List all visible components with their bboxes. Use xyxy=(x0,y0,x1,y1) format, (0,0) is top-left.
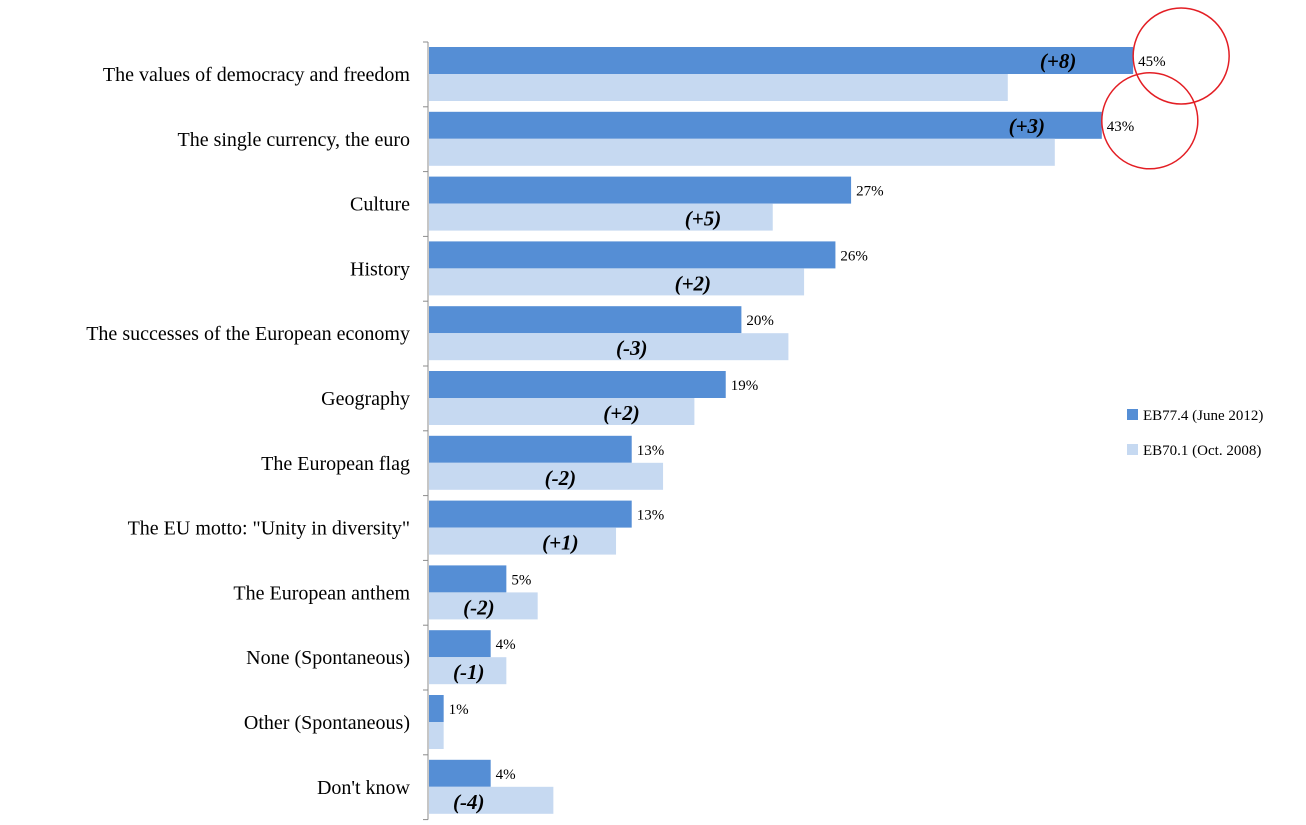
bar-2008-culture xyxy=(429,203,773,231)
category-label: The values of democracy and freedom xyxy=(103,64,411,86)
category-label: History xyxy=(350,258,410,280)
highlight-circle xyxy=(1132,7,1230,105)
category-label: The successes of the European economy xyxy=(86,323,410,345)
change-label: (+3) xyxy=(1009,114,1045,138)
highlight-circle xyxy=(1101,72,1199,170)
category-label: Other (Spontaneous) xyxy=(244,712,410,734)
bar-2012-the-european-anthem xyxy=(429,565,507,593)
bar-2008-the-eu-motto-unity-in-diversity xyxy=(429,527,617,555)
change-label: (-2) xyxy=(545,466,576,490)
legend: EB77.4 (June 2012) EB70.1 (Oct. 2008) xyxy=(1127,408,1263,459)
change-label: (-3) xyxy=(616,336,647,360)
bar-2012-the-european-flag xyxy=(429,435,632,463)
value-label: 4% xyxy=(496,637,516,653)
category-label: Geography xyxy=(321,388,410,410)
change-label: (+2) xyxy=(603,401,639,425)
legend-label: EB77.4 (June 2012) xyxy=(1143,408,1263,424)
highlight-layer xyxy=(1101,7,1230,170)
value-label: 27% xyxy=(856,184,884,200)
category-label: The European anthem xyxy=(233,582,410,604)
bar-2012-the-values-of-democracy-and-freedom xyxy=(429,47,1134,74)
bar-2008-none-spontaneous xyxy=(429,657,507,685)
value-label: 4% xyxy=(496,767,516,783)
bar-2012-none-spontaneous xyxy=(429,630,491,658)
bar-2008-history xyxy=(429,268,805,296)
bar-2012-don-t-know xyxy=(429,759,491,787)
bar-2008-geography xyxy=(429,398,695,425)
bar-2012-history xyxy=(429,241,836,269)
bar-2008-the-single-currency-the-euro xyxy=(429,138,1055,166)
category-axis xyxy=(423,41,429,821)
bar-2008-other-spontaneous xyxy=(429,722,444,749)
bar-2012-the-successes-of-the-european-economy xyxy=(429,306,742,334)
category-label: The EU motto: "Unity in diversity" xyxy=(128,518,410,540)
change-label: (-4) xyxy=(453,790,484,814)
change-label: (+5) xyxy=(685,207,721,231)
bar-2012-geography xyxy=(429,371,726,398)
bars-layer xyxy=(429,47,1134,814)
bar-2008-the-european-anthem xyxy=(429,592,538,620)
legend-label: EB70.1 (Oct. 2008) xyxy=(1143,443,1261,459)
category-label: The European flag xyxy=(261,453,410,475)
value-label: 1% xyxy=(449,702,469,718)
bar-2012-culture xyxy=(429,176,852,204)
value-label: 43% xyxy=(1107,119,1135,135)
category-label: The single currency, the euro xyxy=(178,129,411,151)
bar-2008-the-european-flag xyxy=(429,462,664,490)
change-label: (+1) xyxy=(542,531,578,555)
category-label: Culture xyxy=(350,194,410,216)
change-label: (+2) xyxy=(675,271,711,295)
value-label: 26% xyxy=(840,248,868,264)
change-label: (-1) xyxy=(453,660,484,684)
bar-2008-the-successes-of-the-european-economy xyxy=(429,333,789,361)
value-label: 13% xyxy=(637,508,665,524)
value-label: 5% xyxy=(511,572,531,588)
labels-layer: The values of democracy and freedom 45% (+… xyxy=(86,49,1165,814)
change-label: (-2) xyxy=(463,595,494,619)
value-label: 19% xyxy=(731,378,759,394)
value-label: 20% xyxy=(746,313,774,329)
bar-2008-the-values-of-democracy-and-freedom xyxy=(429,74,1008,101)
value-label: 13% xyxy=(637,443,665,459)
bar-2012-the-eu-motto-unity-in-diversity xyxy=(429,500,632,528)
bar-2008-don-t-know xyxy=(429,786,554,814)
category-label: Don't know xyxy=(317,777,411,799)
legend-swatch xyxy=(1127,409,1138,420)
category-label: None (Spontaneous) xyxy=(246,647,410,669)
bar-2012-the-single-currency-the-euro xyxy=(429,111,1102,139)
bar-2012-other-spontaneous xyxy=(429,695,444,722)
value-label: 45% xyxy=(1138,54,1166,70)
change-label: (+8) xyxy=(1040,49,1076,73)
legend-swatch xyxy=(1127,444,1138,455)
